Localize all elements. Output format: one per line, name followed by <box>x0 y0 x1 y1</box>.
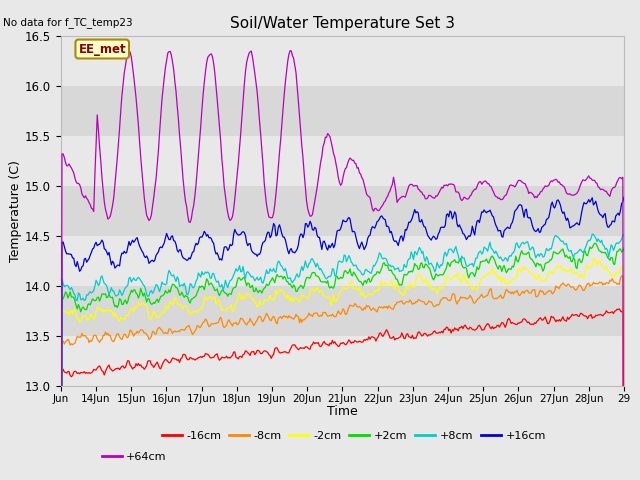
Bar <box>61 286 624 336</box>
Legend: +64cm: +64cm <box>97 448 171 467</box>
Bar <box>61 336 624 386</box>
Bar <box>61 36 624 86</box>
Text: No data for f_TC_temp23: No data for f_TC_temp23 <box>3 17 133 28</box>
Bar <box>61 186 624 236</box>
Y-axis label: Temperature (C): Temperature (C) <box>9 160 22 262</box>
Title: Soil/Water Temperature Set 3: Soil/Water Temperature Set 3 <box>230 16 455 31</box>
Bar <box>61 86 624 136</box>
Text: EE_met: EE_met <box>79 43 126 56</box>
Bar <box>61 236 624 286</box>
Bar <box>61 136 624 186</box>
X-axis label: Time: Time <box>327 406 358 419</box>
